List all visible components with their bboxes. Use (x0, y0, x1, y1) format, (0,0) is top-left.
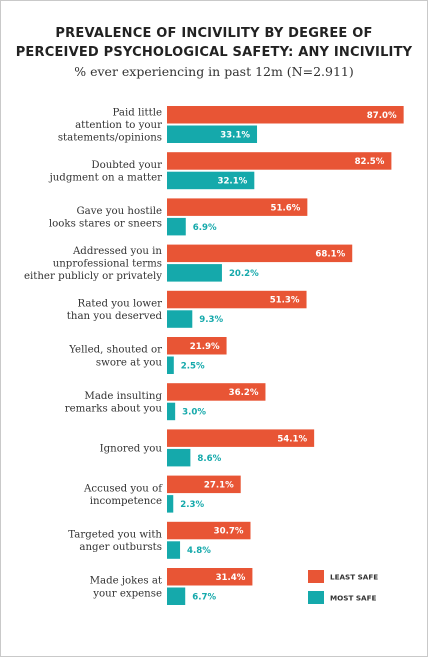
bar-value-label: 51.3% (270, 296, 300, 306)
legend-label: MOST SAFE (330, 594, 376, 603)
bar-value-label: 54.1% (277, 434, 307, 444)
bar-value-label: 2.3% (180, 500, 204, 510)
bar-least-safe (167, 429, 315, 447)
bar-value-label: 33.1% (220, 130, 250, 140)
category-label: remarks about you (65, 404, 163, 415)
category-label: Gave you hostile (77, 206, 163, 217)
bar-value-label: 4.8% (187, 546, 211, 556)
category-label: either publicly or privately (24, 271, 162, 282)
category-label: Yelled, shouted or (68, 345, 162, 356)
bar-value-label: 21.9% (190, 342, 220, 352)
category-label: Made jokes at (90, 576, 163, 587)
category-label: Accused you of (83, 483, 163, 494)
bar-least-safe (167, 521, 251, 540)
category-label: swore at you (96, 357, 163, 368)
bar-most-safe (167, 310, 193, 328)
category-label: Targeted you with (68, 530, 162, 541)
bar-most-safe (167, 125, 258, 143)
bar-most-safe (167, 217, 186, 236)
chart-subtitle: % ever experiencing in past 12m (N=2.911… (74, 64, 354, 79)
legend-swatch (308, 591, 324, 604)
bar-least-safe (167, 568, 253, 586)
category-label: unprofessional terms (53, 259, 162, 270)
bar-least-safe (167, 198, 308, 216)
category-label: Made insulting (84, 391, 162, 402)
bar-value-label: 30.7% (214, 527, 244, 537)
bar-least-safe (167, 383, 266, 401)
category-label: than you deserved (67, 311, 163, 322)
category-label: your expense (92, 588, 162, 599)
bar-most-safe (167, 448, 191, 467)
bar-most-safe (167, 587, 186, 605)
category-label: Ignored you (100, 443, 163, 454)
bar-most-safe (167, 495, 174, 513)
bar-most-safe (167, 171, 255, 190)
bar-value-label: 6.9% (193, 223, 217, 233)
bar-value-label: 8.6% (197, 454, 221, 464)
bar-value-label: 2.5% (181, 361, 205, 371)
bar-least-safe (167, 337, 227, 355)
bar-least-safe (167, 290, 307, 309)
bar-most-safe (167, 402, 176, 421)
legend-label: LEAST SAFE (330, 573, 378, 582)
category-label: incompetence (90, 496, 162, 507)
bar-value-label: 51.6% (271, 203, 301, 213)
bar-value-label: 9.3% (199, 315, 223, 325)
category-label: Paid little (113, 107, 162, 118)
legend-swatch (308, 570, 324, 583)
bar-most-safe (167, 541, 181, 559)
bar-value-label: 87.0% (367, 111, 397, 121)
category-label: judgment on a matter (49, 173, 163, 184)
bar-value-label: 3.0% (182, 408, 206, 418)
bar-value-label: 20.2% (229, 269, 259, 279)
bar-value-label: 32.1% (217, 177, 247, 187)
category-label: Rated you lower (77, 299, 162, 310)
bar-value-label: 27.1% (204, 480, 234, 490)
bar-least-safe (167, 475, 241, 494)
bar-most-safe (167, 356, 174, 374)
bar-value-label: 82.5% (355, 157, 385, 167)
chart-title-line-2: PERCEIVED PSYCHOLOGICAL SAFETY: ANY INCI… (15, 45, 413, 60)
category-label: attention to your (75, 120, 162, 131)
bar-value-label: 68.1% (315, 249, 345, 259)
category-label: Addressed you in (72, 246, 162, 257)
category-label: anger outbursts (79, 542, 162, 553)
chart-title-line-1: PREVALENCE OF INCIVILITY BY DEGREE OF (55, 26, 373, 41)
category-label: Doubted your (91, 160, 162, 171)
bar-most-safe (167, 264, 222, 282)
category-label: statements/opinions (58, 133, 162, 144)
bar-least-safe (167, 244, 353, 263)
category-label: looks stares or sneers (49, 219, 162, 230)
bar-value-label: 36.2% (229, 388, 259, 398)
bar-value-label: 31.4% (216, 573, 246, 583)
bar-value-label: 6.7% (192, 592, 216, 602)
bar-least-safe (167, 106, 404, 124)
bar-least-safe (167, 152, 392, 170)
